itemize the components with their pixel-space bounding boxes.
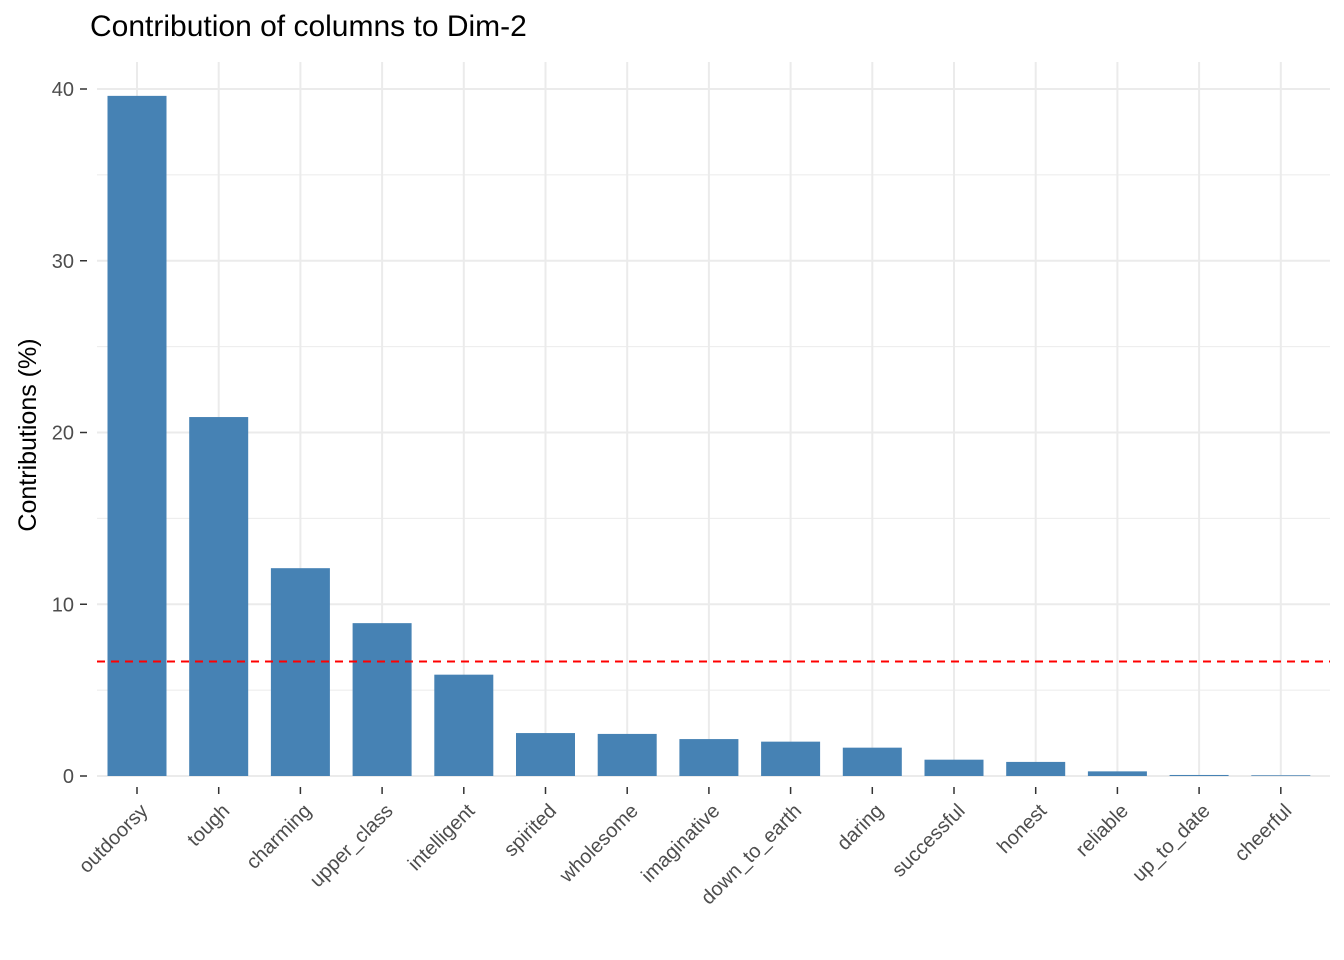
- chart-title: Contribution of columns to Dim-2: [90, 10, 527, 43]
- y-tick-label: 10: [52, 594, 74, 616]
- y-tick-label: 40: [52, 79, 74, 101]
- bar: [761, 741, 821, 776]
- y-tick-label: 20: [52, 423, 74, 445]
- bar: [1006, 761, 1066, 776]
- x-tick-label: successful: [888, 800, 970, 882]
- bar: [1169, 774, 1229, 776]
- bars: [107, 95, 1311, 777]
- bar: [842, 747, 902, 776]
- x-tick-label: up_to_date: [1128, 800, 1214, 886]
- bar: [516, 733, 575, 776]
- bar: [352, 623, 412, 776]
- x-tick-label: reliable: [1072, 800, 1133, 861]
- bar: [107, 95, 167, 777]
- x-tick-label: cheerful: [1230, 800, 1296, 866]
- y-tick-label: 0: [63, 766, 74, 788]
- x-tick-label: daring: [833, 800, 888, 855]
- bar: [924, 759, 984, 776]
- x-tick-label: honest: [993, 800, 1051, 858]
- bar: [434, 674, 494, 776]
- bar: [679, 739, 739, 776]
- y-tick-label: 30: [52, 251, 74, 273]
- x-tick-label: upper_class: [306, 800, 398, 892]
- bar: [270, 568, 330, 776]
- bar: [1251, 775, 1311, 776]
- x-tick-label: tough: [183, 800, 234, 851]
- bar: [189, 417, 249, 776]
- y-axis-label: Contributions (%): [14, 338, 42, 531]
- x-tick-label: charming: [242, 800, 316, 874]
- x-tick-label: intelligent: [404, 800, 480, 876]
- bar: [597, 733, 657, 776]
- x-tick-label: imaginative: [637, 800, 724, 887]
- y-axis: 0 10 20 30 40: [52, 79, 87, 788]
- x-tick-label: spirited: [500, 800, 561, 861]
- bar: [1087, 771, 1147, 776]
- x-tick-label: outdoorsy: [75, 800, 153, 878]
- x-tick-label: wholesome: [555, 800, 643, 888]
